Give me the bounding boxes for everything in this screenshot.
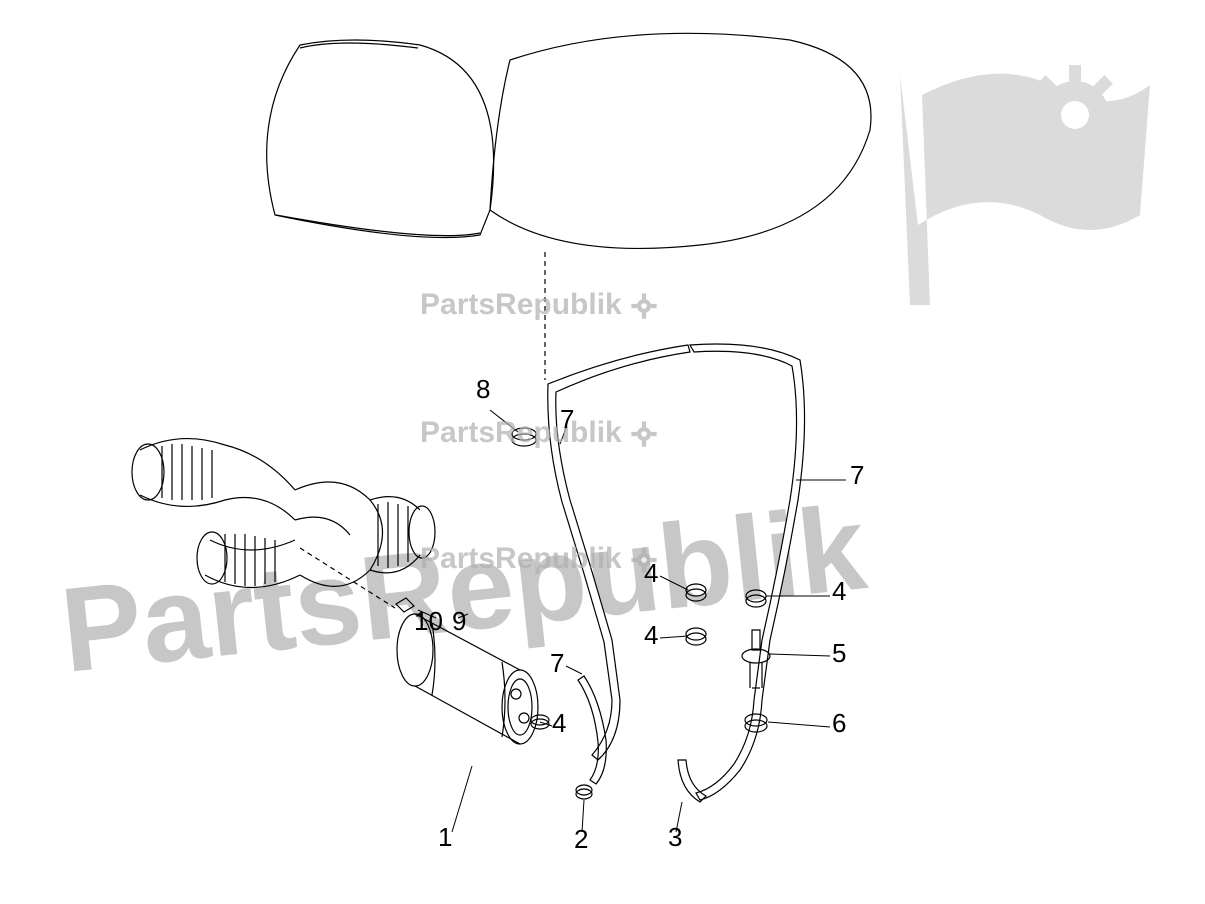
callout-9: 9 [452, 606, 466, 637]
callout-4d: 4 [552, 708, 566, 739]
callout-4c-text: 4 [832, 576, 846, 606]
callout-3-text: 3 [668, 822, 682, 852]
watermark-small-3-text: PartsRepublik [420, 542, 622, 575]
callout-7a: 7 [560, 404, 574, 435]
callout-4c: 4 [832, 576, 846, 607]
callout-1-text: 1 [438, 822, 452, 852]
callout-4a-text: 4 [644, 558, 658, 588]
callout-10-text: 10 [414, 606, 443, 636]
callout-4b: 4 [644, 620, 658, 651]
callout-5: 5 [832, 638, 846, 669]
watermark-small-3: PartsRepublik [420, 542, 658, 576]
callout-6: 6 [832, 708, 846, 739]
callout-2-text: 2 [574, 824, 588, 854]
callout-7a-text: 7 [560, 404, 574, 434]
callout-8-text: 8 [476, 374, 490, 404]
watermark-small-1: PartsRepublik [420, 288, 658, 322]
callout-4a: 4 [644, 558, 658, 589]
callout-6-text: 6 [832, 708, 846, 738]
watermark-big-text: PartsRepublik [55, 480, 871, 698]
callout-4b-text: 4 [644, 620, 658, 650]
gear-icon [630, 420, 658, 448]
watermark-flag-gear [880, 35, 1180, 335]
callout-8: 8 [476, 374, 490, 405]
callout-3: 3 [668, 822, 682, 853]
callout-7c: 7 [550, 648, 564, 679]
watermark-small-1-text: PartsRepublik [420, 288, 622, 321]
watermark-small-2-text: PartsRepublik [420, 416, 622, 449]
callout-7c-text: 7 [550, 648, 564, 678]
watermark-big: PartsRepublik [55, 478, 872, 700]
parts-diagram: PartsRepublik [0, 0, 1205, 904]
callout-7b: 7 [850, 460, 864, 491]
callout-9-text: 9 [452, 606, 466, 636]
callout-5-text: 5 [832, 638, 846, 668]
callout-7b-text: 7 [850, 460, 864, 490]
watermark-small-2: PartsRepublik [420, 416, 658, 450]
gear-icon [630, 292, 658, 320]
callout-4d-text: 4 [552, 708, 566, 738]
callout-1: 1 [438, 822, 452, 853]
callout-2: 2 [574, 824, 588, 855]
callout-10: 10 [414, 606, 443, 637]
